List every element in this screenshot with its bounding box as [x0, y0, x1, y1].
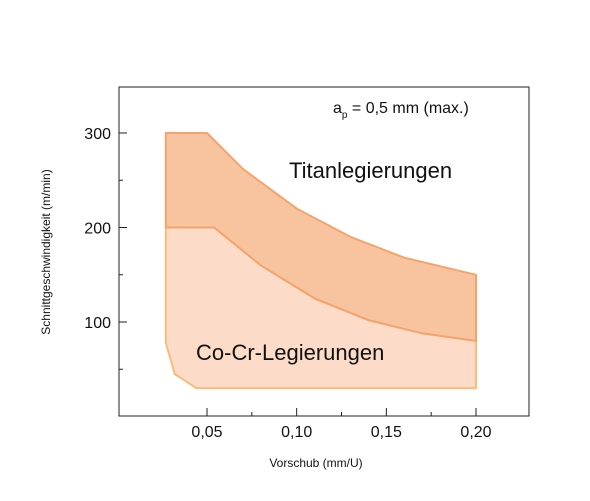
- y-tick-label: 300: [84, 126, 111, 143]
- annotation-sub: p: [342, 110, 348, 121]
- x-tick-label: 0,10: [281, 424, 312, 441]
- y-axis-label: Schnittgeschwindigkeit (m/min): [39, 169, 53, 334]
- annotation-ap: ap = 0,5 mm (max.): [333, 100, 469, 121]
- y-tick-label: 100: [84, 315, 111, 332]
- series-label-cocr: Co-Cr-Legierungen: [196, 340, 384, 365]
- x-tick-label: 0,15: [371, 424, 402, 441]
- chart-regions: [164, 132, 477, 390]
- axis-ticks: 0,05 0,10 0,15 0,20 100 200 300: [84, 126, 491, 441]
- plot-frame: [118, 86, 530, 417]
- y-tick-label: 200: [84, 221, 111, 238]
- annotation-main: a: [333, 100, 342, 117]
- series-label-titan: Titanlegierungen: [289, 158, 452, 183]
- x-tick-label: 0,20: [460, 424, 491, 441]
- x-axis-label: Vorschub (mm/U): [269, 456, 362, 470]
- annotation-rest: = 0,5 mm (max.): [347, 100, 468, 117]
- x-tick-label: 0,05: [191, 424, 222, 441]
- series-area-titan: [164, 132, 477, 342]
